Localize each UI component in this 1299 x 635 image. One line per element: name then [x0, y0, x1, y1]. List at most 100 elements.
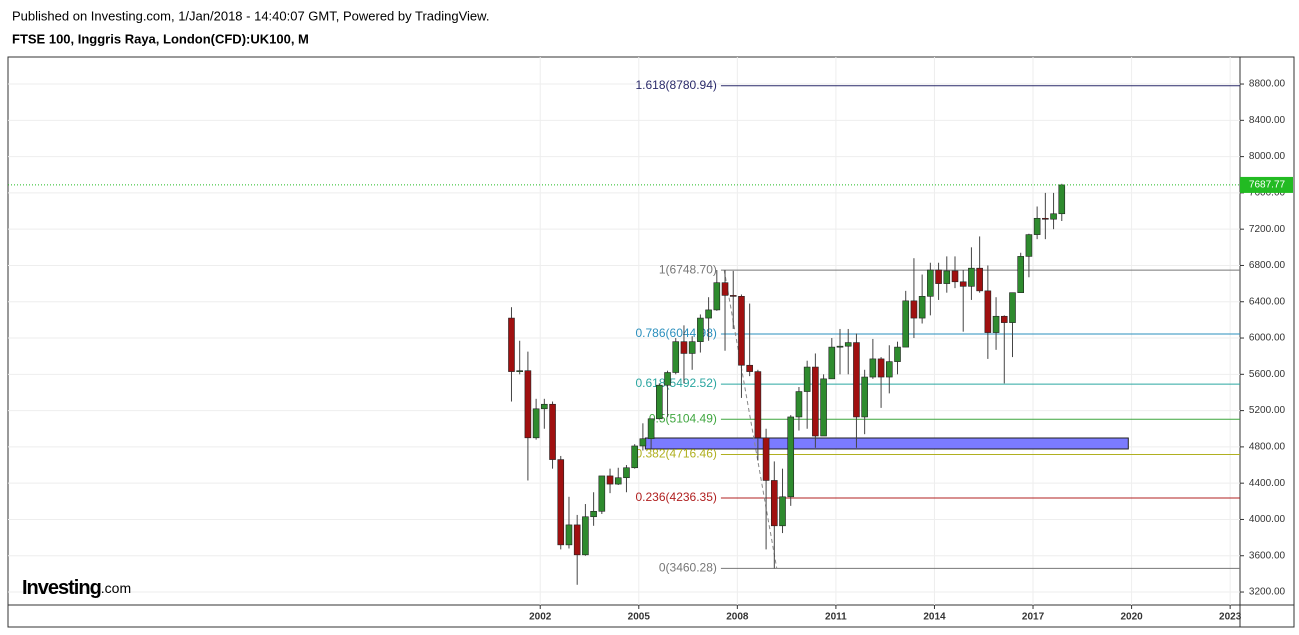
fib-label: 0.786(6044.98) [636, 326, 717, 340]
logo: Investing.com [22, 577, 131, 599]
fib-label: 0(3460.28) [659, 561, 717, 575]
y-tick-label: 8000.00 [1249, 151, 1286, 162]
y-tick-label: 5200.00 [1249, 405, 1286, 416]
last-price-label: 7687.77 [1249, 180, 1286, 191]
candle-body [656, 384, 663, 420]
candle-body [820, 378, 827, 437]
candle-body [844, 342, 852, 347]
candle-body [1025, 234, 1033, 257]
candle-body [557, 459, 565, 546]
y-tick-label: 7600.00 [1249, 188, 1286, 199]
candle-body [779, 496, 786, 527]
candle-body [647, 418, 655, 440]
candle-body [516, 370, 523, 372]
logo-suffix: .com [101, 580, 131, 596]
candle-body [976, 267, 983, 292]
y-tick-label: 6400.00 [1249, 296, 1286, 307]
candle-body [885, 361, 893, 378]
candle-body [590, 510, 597, 518]
candle-body [1017, 256, 1025, 293]
y-tick-label: 6000.00 [1249, 333, 1286, 344]
candle-body [795, 391, 803, 418]
fib-label: 0.5(5104.49) [649, 411, 717, 425]
fib-label: 0.382(4716.46) [636, 447, 717, 461]
x-tick-label: 2014 [923, 612, 946, 623]
candle-body [992, 315, 1000, 333]
y-tick-label: 7200.00 [1249, 224, 1286, 235]
candle-body [910, 300, 918, 319]
candle-body [598, 475, 606, 512]
candle-body [614, 477, 622, 485]
candle-body [828, 346, 836, 380]
candle-body [803, 366, 811, 392]
published: Published on Investing.com, 1/Jan/2018 -… [12, 8, 489, 23]
candle-body [861, 376, 868, 418]
candle-body [697, 317, 704, 342]
candle-body [762, 437, 770, 481]
candle-body [943, 270, 951, 284]
frame [7, 56, 1295, 628]
y-tick-label: 6800.00 [1249, 260, 1286, 271]
candle-body [754, 371, 762, 439]
candle-body [1033, 217, 1041, 235]
candle-body [606, 475, 614, 485]
candle-body [853, 342, 860, 418]
candle-body [1050, 213, 1057, 220]
y-tick-label: 8400.00 [1249, 115, 1286, 126]
fib-label: 0.236(4236.35) [636, 490, 717, 504]
x-tick-label: 2017 [1022, 612, 1045, 623]
logo-brand: Investing [22, 577, 101, 599]
candle-body [688, 341, 696, 354]
candle-body [869, 358, 877, 378]
candle-body [680, 341, 688, 354]
candle-body [738, 296, 745, 366]
candle-body [541, 403, 548, 410]
y-tick-label: 3600.00 [1249, 550, 1286, 561]
candle-body [721, 282, 729, 296]
x-tick-label: 2020 [1120, 612, 1143, 623]
y-tick-label: 8800.00 [1249, 79, 1286, 90]
candle-body [836, 345, 844, 348]
candle-body [664, 372, 671, 386]
candle-body [812, 366, 819, 437]
candle-body [705, 309, 712, 319]
candle-body [639, 438, 647, 447]
candle-body [729, 295, 737, 297]
fib-label: 0.618(5492.52) [636, 376, 717, 390]
candle-body [565, 524, 573, 546]
candle-body [951, 270, 959, 283]
x-tick-label: 2008 [726, 612, 749, 623]
fib-label: 1(6748.70) [659, 262, 717, 276]
candle-body [713, 282, 721, 311]
fib-label: 1.618(8780.94) [636, 78, 717, 92]
candle-body [532, 408, 540, 439]
candle-body [894, 346, 901, 362]
plot: 3200.00 3600.00 4000.00 4400.00 4800.00 5200.… [8, 57, 1293, 623]
candle-body [771, 480, 778, 527]
candle-body [902, 300, 910, 348]
x-tick-label: 2011 [825, 612, 847, 623]
candle-body [746, 364, 753, 372]
x-tick-label: 2023 [1219, 612, 1242, 623]
candle-body [1058, 184, 1066, 215]
candle-body [672, 341, 680, 373]
candle-body [573, 524, 581, 556]
candle-body [1000, 315, 1008, 323]
candle-body [623, 467, 630, 479]
candle-body [918, 296, 926, 319]
candle-body [1042, 217, 1049, 220]
y-tick-label: 5600.00 [1249, 369, 1286, 380]
candle-body [631, 445, 638, 469]
y-tick-label: 4400.00 [1249, 478, 1286, 489]
candle-body [787, 416, 795, 498]
zone [644, 437, 1129, 450]
candle-body [927, 269, 934, 297]
x-tick-label: 2005 [628, 612, 651, 623]
y-tick-label: 3200.00 [1249, 587, 1286, 598]
last-price-box [1240, 176, 1293, 193]
candle-body [549, 403, 556, 460]
candle-body [508, 317, 515, 372]
candle-body [877, 358, 885, 378]
y-tick-label: 4800.00 [1249, 442, 1286, 453]
